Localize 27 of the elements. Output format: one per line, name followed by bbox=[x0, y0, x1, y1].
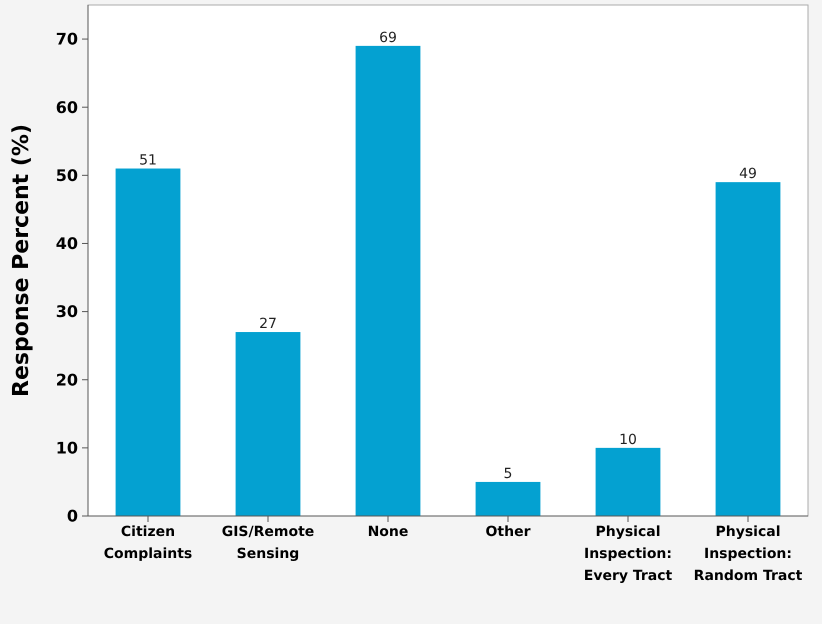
y-tick-label: 60 bbox=[56, 98, 78, 117]
y-tick-label: 70 bbox=[56, 30, 78, 49]
data-label: 69 bbox=[379, 30, 397, 46]
y-tick-label: 0 bbox=[66, 506, 78, 526]
data-label: 51 bbox=[139, 152, 157, 169]
y-axis-title: Response Percent (%) bbox=[9, 124, 34, 398]
x-tick-label: None bbox=[368, 524, 408, 540]
x-tick-label: Physical Inspection: Random Tract bbox=[694, 524, 803, 584]
x-tick-label: Citizen Complaints bbox=[104, 524, 192, 562]
y-tick-label: 20 bbox=[56, 370, 78, 390]
y-tick-label: 10 bbox=[56, 438, 78, 458]
bar bbox=[356, 46, 420, 516]
data-label: 49 bbox=[739, 166, 757, 182]
x-tick-label: GIS/Remote Sensing bbox=[222, 524, 314, 562]
y-tick-label: 40 bbox=[56, 234, 78, 254]
bar bbox=[116, 168, 180, 516]
x-tick-label: Other bbox=[486, 524, 531, 540]
data-label: 10 bbox=[619, 432, 637, 448]
data-label: 27 bbox=[259, 316, 277, 332]
bar bbox=[716, 182, 780, 516]
bar bbox=[596, 448, 660, 516]
bar bbox=[476, 482, 540, 516]
x-tick-label: Physical Inspection: Every Tract bbox=[584, 524, 673, 584]
data-label: 5 bbox=[504, 466, 512, 482]
y-tick-label: 30 bbox=[56, 302, 78, 322]
bar bbox=[236, 332, 300, 516]
y-tick-label: 50 bbox=[56, 166, 78, 185]
